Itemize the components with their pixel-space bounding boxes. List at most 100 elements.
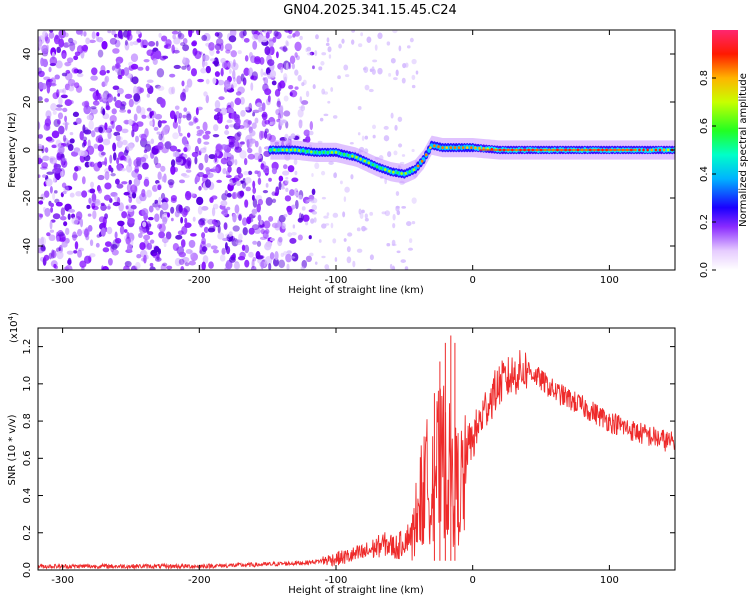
spectrogram-scatter-point bbox=[324, 264, 330, 270]
spectrogram-noise-blob bbox=[46, 115, 51, 122]
spectrogram-noise-blob bbox=[177, 230, 184, 236]
spectrogram-noise-blob bbox=[130, 53, 139, 62]
spectrogram-noise-blob bbox=[261, 113, 267, 118]
spectrogram-noise-blob bbox=[172, 132, 179, 140]
spectrogram-noise-blob bbox=[40, 244, 46, 251]
spectrogram-noise-blob bbox=[219, 42, 224, 52]
spectrogram-scatter-point bbox=[285, 40, 289, 47]
spectrogram-noise-blob bbox=[143, 58, 150, 63]
spectrogram-noise-blob bbox=[219, 113, 223, 123]
spectrogram-noise-blob bbox=[62, 135, 67, 142]
spectrogram-noise-blob bbox=[149, 111, 153, 119]
spectrogram-noise-blob bbox=[39, 213, 44, 218]
spectrogram-noise-blob bbox=[292, 33, 296, 38]
spectrogram-noise-blob bbox=[183, 147, 188, 153]
spectrogram-noise-blob bbox=[59, 215, 67, 221]
spectrogram-noise-blob bbox=[146, 189, 153, 198]
spectrogram-noise-blob bbox=[49, 56, 58, 66]
spectrogram-ridge-peak bbox=[424, 153, 428, 157]
spectrogram-noise-blob bbox=[166, 265, 173, 270]
spectrogram-ridge-peak bbox=[642, 148, 645, 152]
spectrogram-noise-blob bbox=[102, 247, 110, 253]
snr-ytick-label: 0.4 bbox=[22, 488, 33, 504]
spectrogram-noise-blob bbox=[181, 80, 185, 87]
spectrogram-noise-blob bbox=[64, 61, 72, 67]
colorbar-tick-label: 0.2 bbox=[699, 214, 710, 230]
spectrogram-noise-blob bbox=[124, 39, 128, 46]
spectrogram-noise-blob bbox=[169, 110, 176, 120]
spectrogram-noise-blob bbox=[56, 104, 63, 108]
spectrogram-scatter-point bbox=[294, 191, 299, 197]
spectrogram-noise-blob bbox=[97, 36, 104, 43]
spectrogram-noise-blob bbox=[178, 204, 183, 213]
spectrogram-noise-blob bbox=[41, 162, 48, 169]
spectrogram-scatter-point bbox=[291, 204, 296, 210]
spectrogram-noise-blob bbox=[95, 242, 100, 248]
spectrogram-noise-blob bbox=[221, 249, 226, 254]
spectrogram-noise-blob bbox=[161, 201, 169, 211]
spectrogram-noise-blob bbox=[59, 170, 64, 178]
spectrogram-noise-blob bbox=[237, 50, 242, 55]
spectrogram-scatter-point bbox=[372, 134, 376, 139]
spectrogram-noise-blob bbox=[217, 232, 225, 240]
spectrogram-noise-blob bbox=[263, 77, 269, 86]
spectrogram-noise-blob bbox=[242, 227, 248, 236]
spectrogram-noise-blob bbox=[237, 256, 246, 261]
spectrogram-noise-blob bbox=[263, 130, 268, 139]
spectrogram-scatter-point bbox=[344, 74, 350, 78]
spectrogram-noise-blob bbox=[51, 130, 60, 139]
spectrogram-noise-blob bbox=[177, 33, 185, 40]
spectrogram-noise-blob bbox=[104, 122, 108, 131]
spectrogram-noise-blob bbox=[115, 178, 120, 185]
spectrogram-noise-blob bbox=[197, 78, 205, 83]
spectrogram-ridge-peak bbox=[338, 151, 342, 155]
spectrogram-noise-blob bbox=[174, 210, 180, 218]
spectrogram-noise-blob bbox=[97, 174, 105, 181]
spectrogram-ridge-peak bbox=[330, 151, 334, 154]
spectrogram-scatter-point bbox=[377, 32, 383, 40]
spectrogram-scatter-point bbox=[408, 238, 413, 243]
spectrogram-noise-blob bbox=[91, 31, 96, 40]
spectrogram-noise-blob bbox=[271, 121, 276, 125]
spectrogram-noise-blob bbox=[38, 40, 43, 50]
spectrogram-ridge-peak bbox=[359, 157, 362, 161]
spectrogram-noise-blob bbox=[104, 241, 112, 247]
spectrogram-scatter-point bbox=[351, 30, 356, 33]
spectrogram-noise-blob bbox=[75, 190, 82, 197]
spectrogram-noise-blob bbox=[69, 138, 75, 144]
spectrogram-scatter-point bbox=[319, 117, 324, 122]
spectrogram-noise-blob bbox=[107, 131, 112, 140]
spectrogram-noise-blob bbox=[40, 57, 44, 67]
spectrogram-scatter-point bbox=[393, 77, 398, 81]
spectrogram-noise-blob bbox=[49, 202, 54, 208]
spectrogram-noise-blob bbox=[243, 37, 250, 43]
snr-y-label: SNR (10 * v/v) bbox=[7, 414, 18, 485]
spectrogram-noise-blob bbox=[205, 94, 210, 104]
spectrogram-noise-blob bbox=[123, 149, 129, 156]
spectrogram-noise-blob bbox=[190, 233, 197, 237]
spectrogram-noise-blob bbox=[104, 213, 108, 220]
spectrogram-noise-blob bbox=[285, 121, 289, 129]
spectrogram-noise-blob bbox=[260, 260, 264, 270]
spectrogram-xtick-label: -300 bbox=[51, 275, 74, 286]
spectrogram-noise-blob bbox=[229, 30, 237, 37]
spectrogram-noise-blob bbox=[135, 261, 141, 270]
spectrogram-noise-blob bbox=[201, 261, 206, 270]
spectrogram-noise-blob bbox=[265, 233, 269, 240]
spectrogram-noise-blob bbox=[230, 112, 238, 120]
spectrogram-scatter-point bbox=[411, 221, 416, 225]
spectrogram-noise-blob bbox=[93, 162, 101, 172]
spectrogram-scatter-point bbox=[314, 261, 318, 265]
spectrogram-noise-blob bbox=[146, 242, 153, 250]
spectrogram-noise-blob bbox=[111, 108, 117, 115]
spectrogram-scatter-point bbox=[364, 218, 369, 222]
spectrogram-noise-blob bbox=[160, 165, 166, 172]
spectrogram-ridge-peak bbox=[388, 169, 391, 173]
spectrogram-noise-blob bbox=[236, 166, 242, 175]
spectrogram-noise-blob bbox=[240, 109, 246, 117]
spectrogram-noise-blob bbox=[67, 213, 71, 220]
spectrogram-scatter-point bbox=[343, 196, 347, 202]
spectrogram-ridge-peak bbox=[437, 145, 440, 149]
spectrogram-noise-blob bbox=[212, 77, 217, 85]
